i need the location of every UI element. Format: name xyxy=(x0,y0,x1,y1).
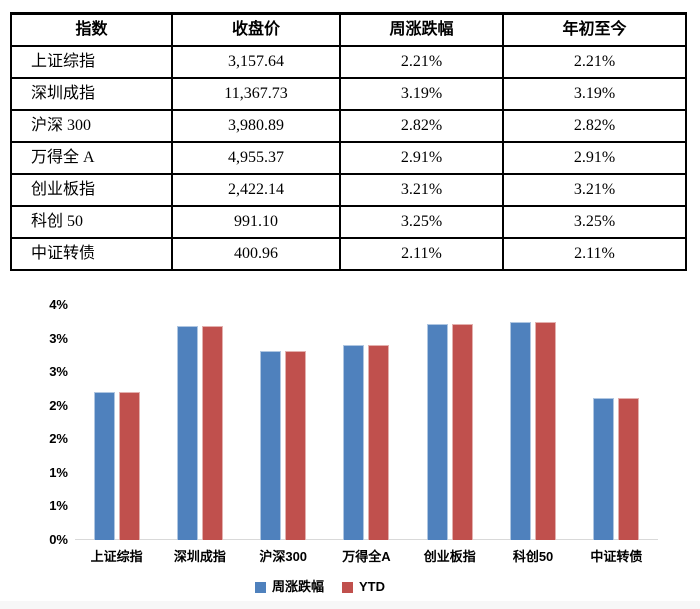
index-performance-table: 指数 收盘价 周涨跌幅 年初至今 上证综指 3,157.64 2.21% 2.21% 深圳成指… xyxy=(10,12,687,271)
x-axis-label: 创业板指 xyxy=(423,549,476,564)
index-name-cell: 沪深 300 xyxy=(10,109,173,143)
bar-YTD xyxy=(201,325,223,540)
value-cell: 3.21% xyxy=(502,173,687,207)
index-name-cell: 上证综指 xyxy=(10,45,173,79)
value-cell: 3.21% xyxy=(339,173,504,207)
value-cell: 400.96 xyxy=(171,237,341,271)
bar-YTD xyxy=(118,391,140,540)
table-row: 沪深 300 3,980.89 2.82% 2.82% xyxy=(10,109,687,143)
bottom-strip xyxy=(0,601,700,609)
bar-group xyxy=(325,285,408,540)
bar-YTD xyxy=(618,398,640,540)
table-header-row: 指数 收盘价 周涨跌幅 年初至今 xyxy=(10,12,687,47)
table-row: 创业板指 2,422.14 3.21% 3.21% xyxy=(10,173,687,207)
column-header: 年初至今 xyxy=(502,12,687,47)
value-cell: 2.82% xyxy=(339,109,504,143)
bar-group xyxy=(491,285,574,540)
x-axis-line xyxy=(75,539,658,540)
column-header: 指数 xyxy=(10,12,173,47)
bar-周涨跌幅 xyxy=(510,321,532,540)
bar-周涨跌幅 xyxy=(260,350,282,540)
column-header: 周涨跌幅 xyxy=(339,12,504,47)
table-row: 深圳成指 11,367.73 3.19% 3.19% xyxy=(10,77,687,111)
value-cell: 2,422.14 xyxy=(171,173,341,207)
y-axis-label: 4% xyxy=(49,297,68,312)
legend-item-ytd: YTD xyxy=(342,580,385,594)
column-header: 收盘价 xyxy=(171,12,341,47)
legend-swatch-weekly xyxy=(254,581,266,593)
y-axis-label: 2% xyxy=(49,397,68,413)
bar-group xyxy=(408,285,491,540)
y-axis-label: 3% xyxy=(49,330,68,346)
value-cell: 2.91% xyxy=(502,141,687,175)
table-row: 中证转债 400.96 2.11% 2.11% xyxy=(10,237,687,271)
value-cell: 3.19% xyxy=(339,77,504,111)
bar-group xyxy=(575,285,658,540)
value-cell: 11,367.73 xyxy=(171,77,341,111)
value-cell: 4,955.37 xyxy=(171,141,341,175)
x-axis-label: 科创50 xyxy=(512,549,554,564)
table-row: 上证综指 3,157.64 2.21% 2.21% xyxy=(10,45,687,79)
bar-周涨跌幅 xyxy=(343,344,365,540)
table-row: 科创 50 991.10 3.25% 3.25% xyxy=(10,205,687,239)
y-axis-label: 3% xyxy=(49,364,68,380)
bar-周涨跌幅 xyxy=(176,325,198,540)
index-name-cell: 科创 50 xyxy=(10,205,173,239)
value-cell: 2.91% xyxy=(339,141,504,175)
x-axis-label: 万得全A xyxy=(342,549,391,564)
y-axis-label: 2% xyxy=(49,431,68,447)
x-axis-label: 中证转债 xyxy=(590,549,643,564)
legend-item-weekly: 周涨跌幅 xyxy=(254,579,324,594)
value-cell: 991.10 xyxy=(171,205,341,239)
value-cell: 3,157.64 xyxy=(171,45,341,79)
bar-周涨跌幅 xyxy=(593,398,615,540)
y-axis-label: 0% xyxy=(49,532,68,547)
index-name-cell: 深圳成指 xyxy=(10,77,173,111)
index-name-cell: 中证转债 xyxy=(10,237,173,271)
bar-周涨跌幅 xyxy=(93,391,115,540)
x-axis-label: 深圳成指 xyxy=(173,549,226,564)
value-cell: 3.25% xyxy=(339,205,504,239)
x-axis-label: 上证综指 xyxy=(90,549,143,564)
value-cell: 2.11% xyxy=(502,237,687,271)
bar-YTD xyxy=(451,324,473,540)
value-cell: 3.19% xyxy=(502,77,687,111)
legend-label-weekly: 周涨跌幅 xyxy=(271,579,324,594)
bar-周涨跌幅 xyxy=(426,324,448,540)
value-cell: 3.25% xyxy=(502,205,687,239)
y-axis-label: 1% xyxy=(49,498,68,514)
index-name-cell: 万得全 A xyxy=(10,141,173,175)
bar-group xyxy=(158,285,241,540)
table-row: 万得全 A 4,955.37 2.91% 2.91% xyxy=(10,141,687,175)
bar-group xyxy=(75,285,158,540)
legend-swatch-ytd xyxy=(342,581,353,593)
legend-label-ytd: YTD xyxy=(359,579,385,594)
value-cell: 2.11% xyxy=(339,237,504,271)
value-cell: 3,980.89 xyxy=(171,109,341,143)
y-axis-label: 1% xyxy=(49,464,68,480)
value-cell: 2.21% xyxy=(502,45,687,79)
bar-YTD xyxy=(535,321,557,540)
x-axis-label: 沪深300 xyxy=(259,549,308,564)
bar-YTD xyxy=(285,350,307,540)
bar-group xyxy=(242,285,325,540)
bar-YTD xyxy=(368,344,390,540)
index-name-cell: 创业板指 xyxy=(10,173,173,207)
table-body: 上证综指 3,157.64 2.21% 2.21% 深圳成指 11,367.73 3.19%… xyxy=(10,45,687,271)
bar-chart: 周涨跌幅 YTD 0% 1% 1% 2% 2% 3% 3% 4% 上证综指 深圳成指 沪深300 万得… xyxy=(0,285,700,609)
value-cell: 2.82% xyxy=(502,109,687,143)
value-cell: 2.21% xyxy=(339,45,504,79)
chart-legend: 周涨跌幅 YTD xyxy=(0,580,640,594)
